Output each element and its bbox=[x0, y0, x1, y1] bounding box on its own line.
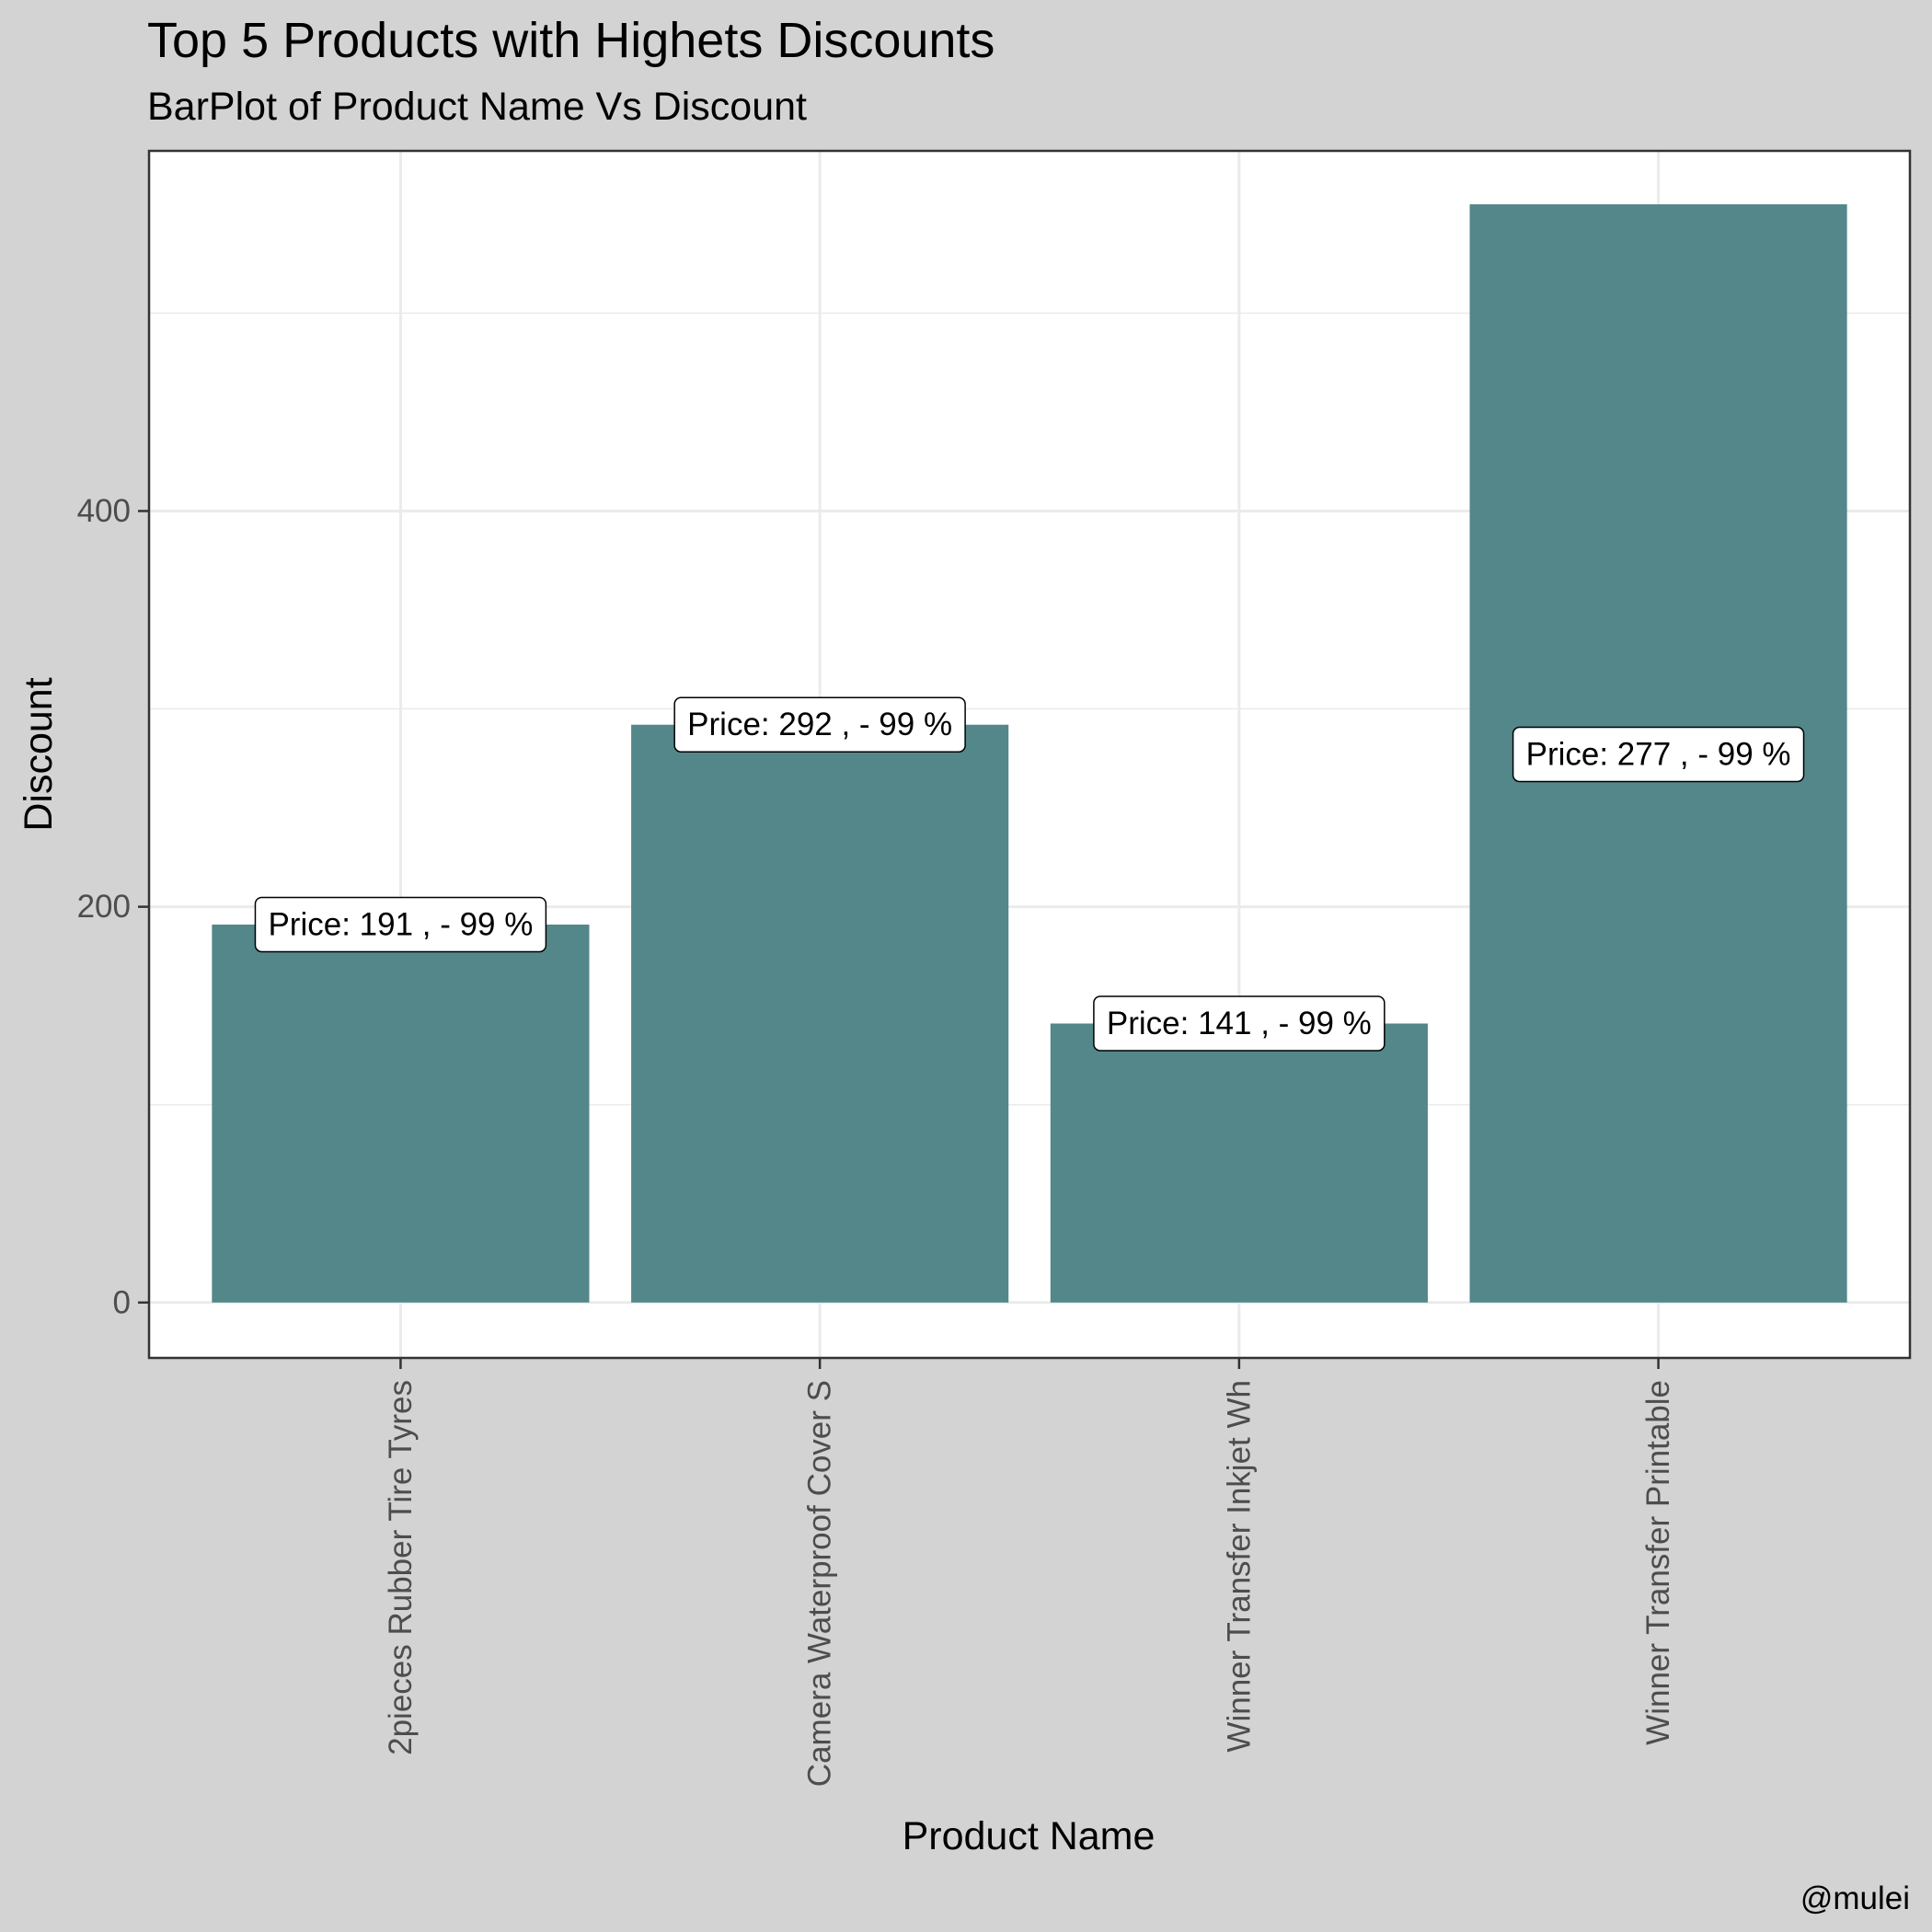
data-label-text: Price: 292 , - 99 % bbox=[687, 707, 952, 742]
x-tick-label: 2pieces Rubber Tire Tyres bbox=[383, 1380, 419, 1755]
data-label-box bbox=[1093, 995, 1386, 1052]
data-label-box bbox=[673, 696, 966, 753]
data-label: Price: 292 , - 99 % bbox=[673, 696, 966, 753]
y-tick-label: 200 bbox=[77, 889, 131, 925]
data-label: Price: 277 , - 99 % bbox=[1512, 726, 1805, 783]
caption: @mulei bbox=[1800, 1880, 1910, 1916]
data-labels: Price: 191 , - 99 % Price: 292 , - 99 % Pr… bbox=[254, 696, 1805, 1052]
data-label-box bbox=[1512, 726, 1805, 783]
bar bbox=[212, 924, 590, 1303]
data-label: Price: 191 , - 99 % bbox=[254, 896, 547, 953]
y-axis-title: Discount bbox=[17, 677, 61, 831]
x-axis: 2pieces Rubber Tire Tyres Camera Waterpro… bbox=[383, 1358, 1676, 1787]
data-label-text: Price: 191 , - 99 % bbox=[268, 906, 533, 942]
data-label-box bbox=[254, 896, 547, 953]
x-tick-label: Camera Waterproof Cover S bbox=[802, 1380, 838, 1787]
bar bbox=[1050, 1023, 1428, 1303]
data-label: Price: 141 , - 99 % bbox=[1093, 995, 1386, 1052]
x-axis-title: Product Name bbox=[903, 1814, 1156, 1858]
y-axis: 0 200 400 bbox=[77, 493, 149, 1320]
y-tick-label: 400 bbox=[77, 493, 131, 529]
plot-border bbox=[147, 149, 1912, 1360]
bar bbox=[631, 724, 1009, 1303]
chart-subtitle: BarPlot of Product Name Vs Discount bbox=[147, 85, 807, 129]
chart-title: Top 5 Products with Highets Discounts bbox=[147, 13, 995, 68]
data-label-text: Price: 141 , - 99 % bbox=[1107, 1006, 1372, 1041]
y-tick-label: 0 bbox=[113, 1284, 131, 1320]
x-tick-label: Winner Transfer Printable bbox=[1640, 1380, 1676, 1745]
x-tick-label: Winner Transfer Inkjet Wh bbox=[1221, 1380, 1257, 1753]
data-label-text: Price: 277 , - 99 % bbox=[1526, 737, 1791, 773]
